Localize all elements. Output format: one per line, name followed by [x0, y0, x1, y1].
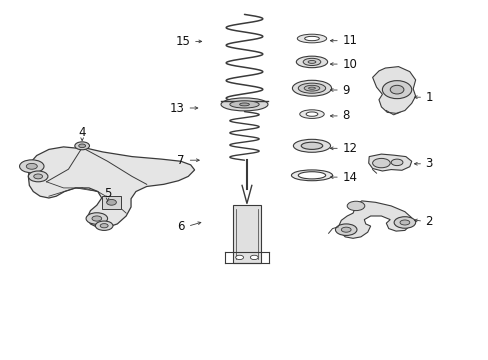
Ellipse shape — [239, 103, 249, 106]
Ellipse shape — [399, 220, 409, 225]
FancyBboxPatch shape — [233, 205, 260, 263]
Ellipse shape — [308, 113, 314, 115]
Ellipse shape — [106, 199, 116, 205]
Text: 12: 12 — [342, 142, 357, 155]
Text: 5: 5 — [103, 187, 111, 200]
Ellipse shape — [250, 255, 258, 260]
Text: 4: 4 — [78, 126, 86, 139]
Text: 1: 1 — [425, 91, 432, 104]
Ellipse shape — [34, 174, 42, 179]
Ellipse shape — [292, 80, 331, 96]
Ellipse shape — [100, 224, 108, 228]
Text: 6: 6 — [177, 220, 184, 233]
Ellipse shape — [75, 142, 89, 150]
Ellipse shape — [308, 87, 315, 89]
Text: 10: 10 — [342, 58, 356, 71]
Ellipse shape — [291, 170, 332, 181]
Bar — [102, 196, 121, 209]
Ellipse shape — [393, 217, 415, 228]
Ellipse shape — [26, 163, 37, 169]
Ellipse shape — [221, 98, 267, 111]
Polygon shape — [368, 154, 411, 171]
Text: 15: 15 — [176, 35, 190, 48]
Ellipse shape — [293, 139, 330, 152]
Text: 2: 2 — [425, 215, 432, 228]
Ellipse shape — [20, 160, 44, 173]
Ellipse shape — [389, 85, 403, 94]
Ellipse shape — [95, 221, 113, 230]
Text: 9: 9 — [342, 84, 349, 96]
Text: 7: 7 — [177, 154, 184, 167]
Ellipse shape — [335, 224, 356, 235]
Ellipse shape — [346, 201, 364, 211]
Text: 14: 14 — [342, 171, 357, 184]
Polygon shape — [28, 146, 194, 228]
Ellipse shape — [304, 36, 319, 41]
Ellipse shape — [296, 56, 327, 68]
Text: 11: 11 — [342, 34, 357, 47]
Ellipse shape — [307, 60, 315, 63]
Ellipse shape — [229, 101, 259, 108]
Text: 3: 3 — [425, 157, 432, 170]
Ellipse shape — [341, 227, 350, 232]
Ellipse shape — [307, 144, 315, 147]
Ellipse shape — [86, 213, 107, 224]
Text: 13: 13 — [170, 102, 184, 114]
Ellipse shape — [298, 83, 325, 93]
Ellipse shape — [390, 159, 402, 166]
Ellipse shape — [297, 34, 326, 43]
Ellipse shape — [298, 172, 325, 179]
Ellipse shape — [372, 158, 389, 168]
Ellipse shape — [382, 81, 411, 99]
Ellipse shape — [304, 85, 319, 91]
Text: 8: 8 — [342, 109, 349, 122]
Ellipse shape — [28, 171, 48, 182]
Polygon shape — [338, 201, 411, 238]
Polygon shape — [372, 67, 415, 113]
Ellipse shape — [305, 112, 317, 116]
Ellipse shape — [235, 255, 243, 260]
Ellipse shape — [301, 142, 322, 149]
Ellipse shape — [79, 144, 85, 148]
Ellipse shape — [92, 216, 102, 221]
Ellipse shape — [303, 58, 320, 66]
Ellipse shape — [299, 110, 324, 118]
